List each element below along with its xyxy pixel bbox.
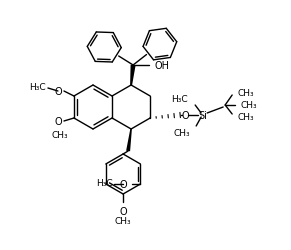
Text: CH₃: CH₃ [237,89,254,98]
Text: H₃C: H₃C [171,95,188,104]
Polygon shape [130,66,136,86]
Text: O: O [54,87,62,97]
Text: O: O [181,110,189,120]
Polygon shape [126,129,132,152]
Text: OH: OH [154,61,169,71]
Text: O: O [54,116,62,126]
Text: CH₃: CH₃ [240,101,257,110]
Text: CH₃: CH₃ [52,130,68,140]
Text: H₃C: H₃C [96,179,112,188]
Text: O: O [120,179,127,189]
Text: CH₃: CH₃ [237,112,254,121]
Text: Si: Si [199,110,207,120]
Text: CH₃: CH₃ [115,216,132,225]
Text: O: O [119,206,127,216]
Text: H₃C: H₃C [29,83,46,92]
Text: CH₃: CH₃ [173,128,190,137]
